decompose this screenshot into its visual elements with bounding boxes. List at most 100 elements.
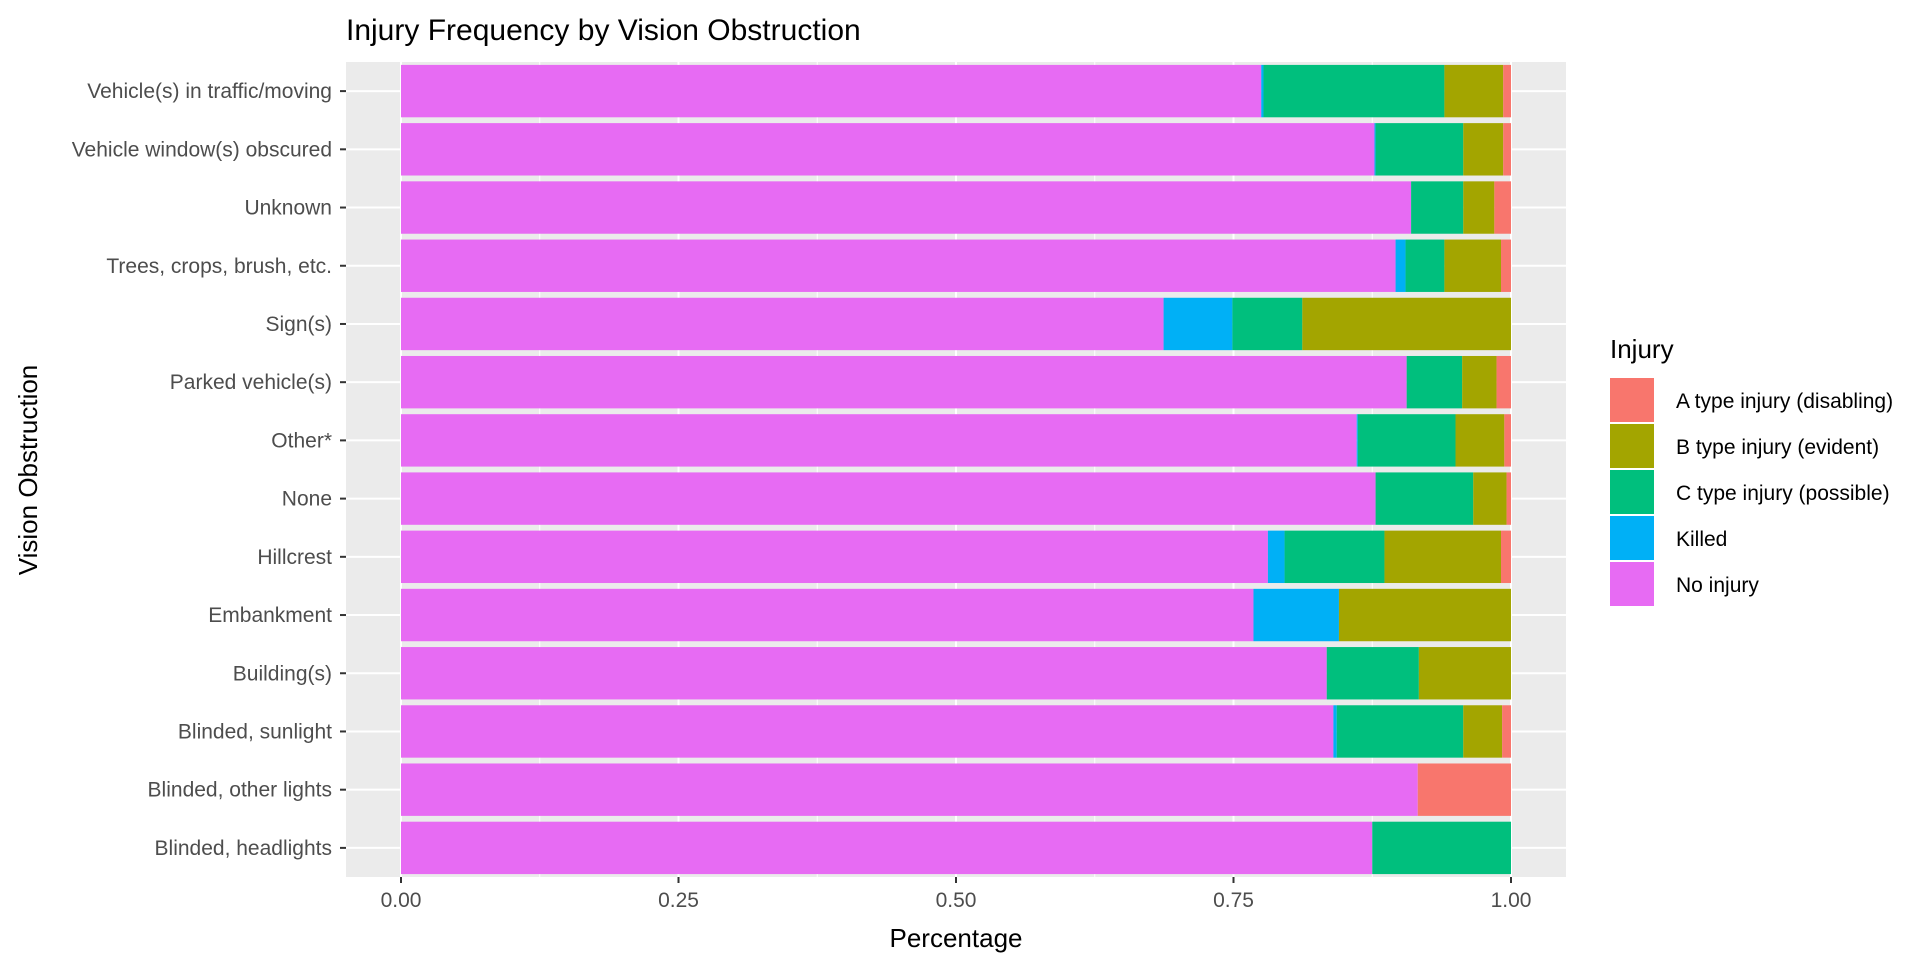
bar-segment-b-type-injury-evident — [1302, 297, 1511, 351]
bar-segment-killed — [1253, 588, 1339, 642]
legend-key — [1610, 424, 1654, 468]
y-tick-label: Embankment — [208, 604, 332, 627]
legend: Injury A type injury (disabling) B type i… — [1610, 334, 1893, 606]
bar-segment-c-type-injury-possible — [1263, 64, 1445, 118]
bar-row — [401, 297, 1511, 351]
bar-segment-no-injury — [401, 181, 1412, 234]
bar-segment-c-type-injury-possible — [1232, 297, 1303, 351]
bar-segment-c-type-injury-possible — [1375, 472, 1474, 525]
bar-segment-killed — [1333, 705, 1337, 758]
bar-segment-b-type-injury-evident — [1444, 239, 1502, 292]
bar-segment-c-type-injury-possible — [1406, 355, 1463, 409]
bar-segment-b-type-injury-evident — [1462, 355, 1497, 409]
bar-segment-c-type-injury-possible — [1336, 705, 1464, 758]
bar-segment-no-injury — [401, 239, 1396, 292]
bar-segment-no-injury — [401, 588, 1254, 642]
bar-row — [401, 821, 1511, 875]
bar-segment-no-injury — [401, 530, 1268, 584]
bar-segment-c-type-injury-possible — [1357, 414, 1456, 467]
bar-segment-c-type-injury-possible — [1372, 821, 1511, 875]
x-axis: 0.00 0.25 0.50 0.75 1.00 — [381, 877, 1532, 912]
bar-segment-b-type-injury-evident — [1473, 472, 1507, 525]
bar-row — [401, 123, 1511, 176]
x-tick-label: 0.00 — [381, 889, 422, 912]
bar-segment-no-injury — [401, 414, 1357, 467]
legend-key — [1610, 562, 1654, 606]
y-tick-label: Vehicle(s) in traffic/moving — [87, 80, 332, 103]
bar-row — [401, 414, 1511, 467]
bar-segment-no-injury — [401, 647, 1327, 700]
legend-label: C type injury (possible) — [1676, 482, 1890, 505]
bar-row — [401, 472, 1511, 525]
y-tick-label: Sign(s) — [265, 313, 332, 336]
legend-label: B type injury (evident) — [1676, 436, 1879, 459]
bar-segment-killed — [1163, 297, 1233, 351]
y-tick-label: Blinded, headlights — [155, 837, 332, 860]
legend-label: No injury — [1676, 574, 1759, 597]
legend-key — [1610, 378, 1654, 422]
y-axis: Vehicle(s) in traffic/moving Vehicle wind… — [72, 80, 346, 860]
y-tick-label: Vehicle window(s) obscured — [72, 138, 332, 161]
bar-segment-no-injury — [401, 705, 1334, 758]
bar-segment-a-type-injury-disabling — [1504, 414, 1511, 467]
bar-segment-no-injury — [401, 64, 1262, 118]
bar-row — [401, 588, 1511, 642]
chart-title: Injury Frequency by Vision Obstruction — [346, 14, 861, 47]
bar-row — [401, 64, 1511, 118]
x-tick-label: 0.75 — [1213, 889, 1254, 912]
bar-row — [401, 239, 1511, 292]
bar-row — [401, 181, 1511, 234]
y-tick-label: Unknown — [244, 197, 332, 220]
bar-segment-b-type-injury-evident — [1463, 181, 1495, 234]
legend-label: A type injury (disabling) — [1676, 390, 1893, 413]
bar-segment-no-injury — [401, 297, 1164, 351]
y-tick-label: Blinded, other lights — [148, 779, 332, 802]
x-tick-label: 1.00 — [1491, 889, 1532, 912]
bar-segment-no-injury — [401, 472, 1376, 525]
x-axis-title: Percentage — [890, 923, 1023, 953]
bar-row — [401, 530, 1511, 584]
x-tick-label: 0.25 — [658, 889, 699, 912]
x-tick-label: 0.50 — [936, 889, 977, 912]
bar-segment-no-injury — [401, 123, 1375, 176]
bar-segment-c-type-injury-possible — [1284, 530, 1385, 584]
bar-segment-b-type-injury-evident — [1444, 64, 1504, 118]
bar-segment-c-type-injury-possible — [1326, 647, 1419, 700]
legend-key — [1610, 470, 1654, 514]
bar-segment-killed — [1261, 64, 1264, 118]
bar-segment-no-injury — [401, 355, 1407, 409]
bar-segment-b-type-injury-evident — [1418, 647, 1511, 700]
bar-segment-a-type-injury-disabling — [1506, 472, 1511, 525]
bar-segment-a-type-injury-disabling — [1502, 705, 1511, 758]
bar-segment-b-type-injury-evident — [1384, 530, 1502, 584]
y-tick-label: Trees, crops, brush, etc. — [106, 255, 332, 278]
bar-segment-c-type-injury-possible — [1411, 181, 1464, 234]
legend-title: Injury — [1610, 334, 1674, 364]
bar-segment-a-type-injury-disabling — [1496, 355, 1511, 409]
bar-segment-c-type-injury-possible — [1405, 239, 1445, 292]
y-tick-label: None — [282, 488, 332, 511]
bar-segment-killed — [1395, 239, 1406, 292]
y-tick-label: Other* — [271, 429, 332, 452]
bar-segment-b-type-injury-evident — [1463, 705, 1503, 758]
bar-segment-killed — [1374, 123, 1376, 176]
bar-segment-b-type-injury-evident — [1463, 123, 1504, 176]
bar-segment-no-injury — [401, 821, 1373, 875]
bar-row — [401, 355, 1511, 409]
bar-segment-b-type-injury-evident — [1338, 588, 1511, 642]
bar-segment-no-injury — [401, 763, 1418, 816]
bar-row — [401, 647, 1511, 700]
legend-label: Killed — [1676, 528, 1727, 551]
y-tick-label: Blinded, sunlight — [178, 720, 332, 743]
y-tick-label: Hillcrest — [257, 546, 332, 569]
bar-segment-b-type-injury-evident — [1455, 414, 1505, 467]
bar-segment-a-type-injury-disabling — [1503, 64, 1511, 118]
bar-row — [401, 763, 1511, 816]
y-axis-title: Vision Obstruction — [13, 365, 43, 576]
bar-segment-a-type-injury-disabling — [1501, 530, 1511, 584]
bar-segment-a-type-injury-disabling — [1503, 123, 1511, 176]
y-tick-label: Building(s) — [233, 662, 332, 685]
bar-segment-a-type-injury-disabling — [1417, 763, 1511, 816]
bar-segment-a-type-injury-disabling — [1501, 239, 1511, 292]
